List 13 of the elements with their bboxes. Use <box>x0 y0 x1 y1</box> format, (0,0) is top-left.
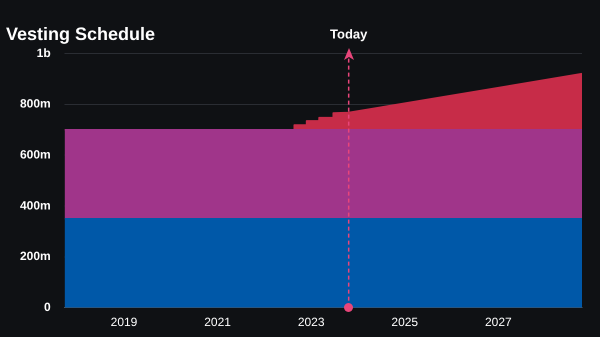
x-tick-label: 2027 <box>484 315 512 330</box>
x-tick-label: 2023 <box>298 315 325 330</box>
y-tick-label: 1b <box>36 46 51 60</box>
y-tick-label: 0 <box>44 300 52 314</box>
ref-line-label: Today <box>330 26 368 42</box>
x-tick-label: 2021 <box>204 315 232 330</box>
y-tick-label: 200m <box>20 249 51 264</box>
chart-title: Vesting Schedule <box>6 24 156 44</box>
y-tick-label: 400m <box>20 198 51 212</box>
y-tick-label: 800m <box>20 96 51 111</box>
y-tick-label: 600m <box>20 148 51 162</box>
x-tick-label: 2025 <box>391 315 418 330</box>
x-tick-label: 2019 <box>110 315 138 330</box>
